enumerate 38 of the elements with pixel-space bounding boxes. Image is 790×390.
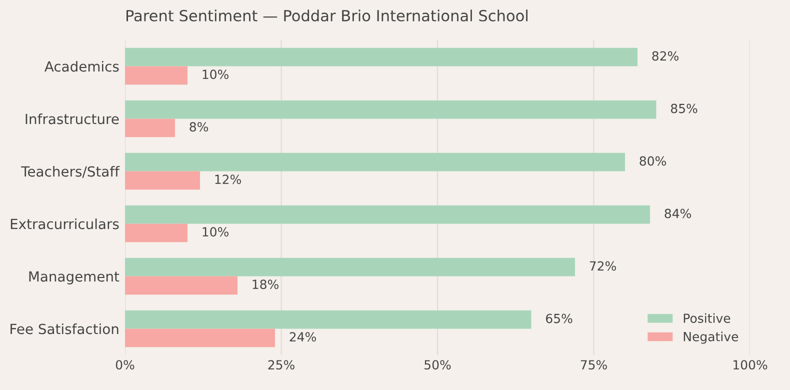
data-label: 8% — [190, 122, 208, 132]
bar — [125, 152, 625, 172]
bar — [125, 258, 575, 276]
x-tick-label: 100% — [734, 360, 768, 370]
bar — [125, 310, 532, 329]
x-tick-label: 25% — [268, 360, 294, 370]
bar — [125, 224, 188, 242]
chart-title: Parent Sentiment — Poddar Brio International School — [126, 10, 528, 22]
y-tick-label: Teachers/Staff — [21, 166, 120, 178]
bar — [125, 328, 275, 348]
data-label: 10% — [202, 70, 228, 80]
legend-label: Positive — [684, 313, 730, 323]
y-tick-label: Extracurriculars — [10, 218, 119, 230]
y-tick-label: Infrastructure — [26, 113, 119, 124]
bar — [125, 171, 200, 190]
data-label: 72% — [590, 261, 616, 271]
bar — [125, 66, 188, 85]
x-tick-label: 0% — [116, 360, 134, 370]
data-label: 12% — [215, 174, 241, 184]
data-label: 82% — [652, 51, 678, 61]
bar — [125, 48, 638, 66]
data-label: 10% — [202, 227, 228, 237]
bar — [125, 118, 175, 138]
data-label: 24% — [290, 332, 316, 342]
y-tick-label: Management — [29, 271, 120, 284]
y-tick-label: Fee Satisfaction — [10, 323, 118, 334]
data-label: 80% — [640, 156, 666, 166]
bar — [125, 205, 650, 224]
data-label: 84% — [664, 208, 691, 218]
bar — [125, 276, 238, 295]
x-tick-label: 75% — [580, 360, 607, 370]
data-label: 65% — [546, 314, 572, 324]
y-tick-label: Academics — [44, 60, 119, 72]
x-tick-label: 50% — [424, 360, 451, 370]
legend-label: Negative — [684, 332, 738, 344]
data-label: 18% — [252, 280, 278, 290]
bar — [125, 100, 656, 119]
data-label: 85% — [670, 104, 698, 114]
